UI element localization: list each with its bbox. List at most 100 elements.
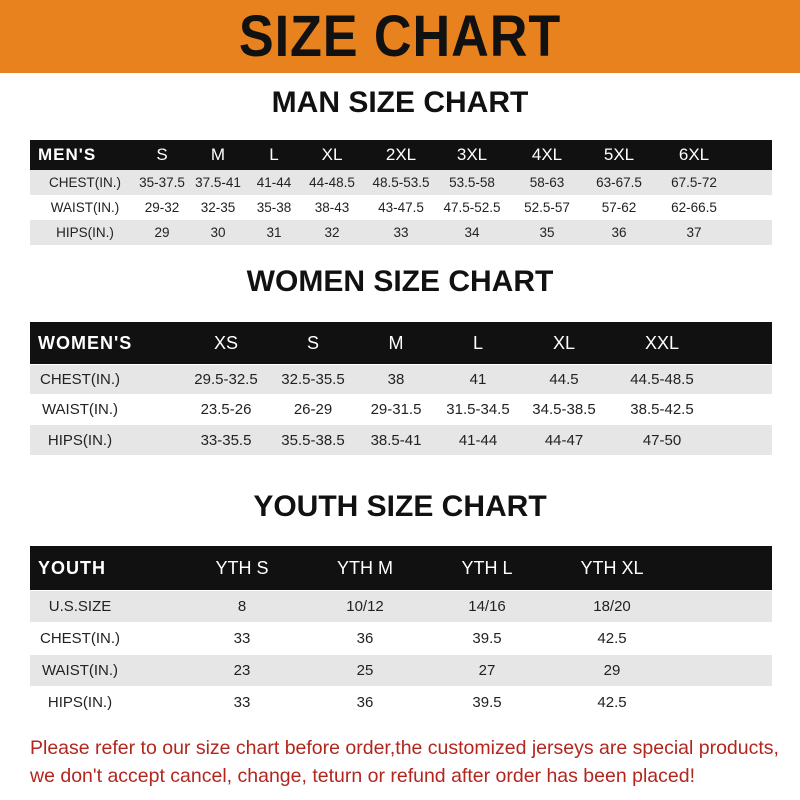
table-cell: YTH L bbox=[461, 557, 513, 578]
table-cell: 32.5-35.5 bbox=[281, 371, 345, 388]
table-cell: 31 bbox=[266, 225, 282, 240]
table-cell: 44-47 bbox=[544, 431, 584, 449]
row-label: WOMEN'S bbox=[38, 332, 133, 353]
table-cell: 10/12 bbox=[346, 598, 384, 615]
table-cell: 47-50 bbox=[642, 431, 682, 449]
table-row: U.S.SIZE 8 10/12 14/16 18/20 bbox=[30, 591, 772, 622]
table-cell: S bbox=[306, 332, 320, 353]
row-label: HIPS(IN.) bbox=[56, 225, 114, 240]
table-cell: 41-44 bbox=[458, 431, 498, 449]
women-size-table: WOMEN'S XS S M L XL XXL CHEST(IN.) 29.5-32.5 32.5… bbox=[30, 322, 772, 456]
row-label: CHEST(IN.) bbox=[40, 371, 120, 388]
table-cell: 47.5-52.5 bbox=[443, 200, 501, 215]
table-cell: M bbox=[210, 145, 226, 164]
row-label: YOUTH bbox=[38, 557, 106, 578]
table-cell: 29-31.5 bbox=[370, 401, 422, 418]
table-cell: 52.5-57 bbox=[524, 200, 570, 215]
table-cell: 58-63 bbox=[529, 175, 565, 190]
row-label: WAIST(IN.) bbox=[41, 401, 119, 418]
table-cell: 34.5-38.5 bbox=[532, 401, 596, 418]
table-row: WAIST(IN.) 29-32 32-35 35-38 38-43 43-47.5 47.… bbox=[30, 195, 772, 220]
row-label: U.S.SIZE bbox=[48, 598, 112, 615]
table-cell: 44.5-48.5 bbox=[630, 371, 694, 388]
table-cell: 2XL bbox=[385, 145, 417, 164]
youth-size-table: YOUTH YTH S YTH M YTH L YTH XL U.S.SIZE 8 10/12… bbox=[30, 546, 772, 719]
table-cell: 35.5-38.5 bbox=[281, 431, 345, 449]
table-cell: 53.5-58 bbox=[449, 175, 495, 190]
table-cell: 37.5-41 bbox=[195, 175, 241, 190]
table-cell: 38.5-41 bbox=[370, 431, 422, 449]
men-size-table: MEN'S S M L XL 2XL 3XL 4XL 5XL 6XL CHEST(IN.) 35-37… bbox=[30, 140, 772, 245]
table-cell: 39.5 bbox=[472, 630, 502, 647]
row-label: WAIST(IN.) bbox=[50, 200, 120, 215]
page-title: SIZE CHART bbox=[238, 4, 562, 69]
row-label: MEN'S bbox=[38, 145, 97, 164]
table-cell: 26-29 bbox=[293, 401, 333, 418]
table-cell: 32 bbox=[324, 225, 340, 240]
table-cell: 57-62 bbox=[601, 200, 637, 215]
table-cell: 25 bbox=[356, 662, 374, 679]
table-cell: 31.5-34.5 bbox=[446, 401, 510, 418]
table-cell: 5XL bbox=[603, 145, 635, 164]
table-row: HIPS(IN.) 29 30 31 32 33 34 35 36 37 bbox=[30, 220, 772, 245]
table-cell: 42.5 bbox=[597, 630, 627, 647]
table-cell: 36 bbox=[356, 694, 374, 711]
row-label: HIPS(IN.) bbox=[47, 431, 113, 449]
table-cell: 23 bbox=[233, 662, 251, 679]
table-cell: M bbox=[388, 332, 404, 353]
row-label: CHEST(IN.) bbox=[40, 630, 120, 647]
row-label: HIPS(IN.) bbox=[47, 694, 113, 711]
table-cell: 30 bbox=[210, 225, 226, 240]
table-cell: 44.5 bbox=[549, 371, 579, 388]
table-cell: 38.5-42.5 bbox=[630, 401, 694, 418]
table-cell: YTH M bbox=[337, 557, 393, 578]
table-cell: 67.5-72 bbox=[671, 175, 717, 190]
table-cell: 14/16 bbox=[468, 598, 506, 615]
table-cell: 29.5-32.5 bbox=[194, 371, 258, 388]
table-cell: 33-35.5 bbox=[200, 431, 252, 449]
table-cell: 42.5 bbox=[597, 694, 627, 711]
table-cell: 33 bbox=[393, 225, 409, 240]
order-note-line-2: we don't accept cancel, change, teturn o… bbox=[30, 765, 695, 787]
table-cell: 38-43 bbox=[314, 200, 350, 215]
table-cell: 38 bbox=[387, 371, 405, 388]
table-cell: 39.5 bbox=[472, 694, 502, 711]
table-row: CHEST(IN.) 33 36 39.5 42.5 bbox=[30, 623, 772, 654]
table-cell: L bbox=[269, 145, 279, 164]
table-row: WAIST(IN.) 23.5-26 26-29 29-31.5 31.5-34.5 34… bbox=[30, 395, 772, 424]
row-label: CHEST(IN.) bbox=[49, 175, 121, 190]
table-row: HIPS(IN.) 33 36 39.5 42.5 bbox=[30, 687, 772, 718]
table-row: CHEST(IN.) 35-37.5 37.5-41 41-44 44-48.5 48.5… bbox=[30, 170, 772, 195]
table-cell: 48.5-53.5 bbox=[372, 175, 430, 190]
table-cell: S bbox=[156, 145, 168, 164]
table-cell: 62-66.5 bbox=[671, 200, 717, 215]
table-row: CHEST(IN.) 29.5-32.5 32.5-35.5 38 41 44.5 44.5… bbox=[30, 365, 772, 394]
table-cell: 35-38 bbox=[256, 200, 292, 215]
table-cell: L bbox=[472, 332, 484, 353]
table-cell: 29-32 bbox=[144, 200, 180, 215]
table-cell: 33 bbox=[233, 694, 251, 711]
table-cell: 29 bbox=[154, 225, 170, 240]
table-cell: 6XL bbox=[678, 145, 710, 164]
table-cell: 23.5-26 bbox=[200, 401, 252, 418]
table-row: HIPS(IN.) 33-35.5 35.5-38.5 38.5-41 41-44 44-… bbox=[30, 425, 772, 455]
table-cell: 35 bbox=[539, 225, 555, 240]
table-cell: 36 bbox=[356, 630, 374, 647]
table-cell: 41 bbox=[469, 371, 487, 388]
row-label: WAIST(IN.) bbox=[41, 662, 119, 679]
women-section-title: WOMEN SIZE CHART bbox=[246, 265, 554, 298]
table-cell: YTH S bbox=[215, 557, 269, 578]
table-cell: 63-67.5 bbox=[596, 175, 642, 190]
table-cell: 32-35 bbox=[200, 200, 236, 215]
table-cell: 29 bbox=[603, 662, 621, 679]
table-row: WAIST(IN.) 23 25 27 29 bbox=[30, 655, 772, 686]
table-header-row: WOMEN'S XS S M L XL XXL bbox=[30, 322, 772, 364]
table-cell: 3XL bbox=[456, 145, 488, 164]
table-cell: XS bbox=[213, 332, 239, 353]
table-cell: 27 bbox=[478, 662, 496, 679]
table-cell: 18/20 bbox=[593, 598, 631, 615]
table-header-row: MEN'S S M L XL 2XL 3XL 4XL 5XL 6XL bbox=[30, 140, 772, 170]
title-banner: SIZE CHART bbox=[0, 0, 800, 73]
table-header-row: YOUTH YTH S YTH M YTH L YTH XL bbox=[30, 546, 772, 590]
youth-section-title: YOUTH SIZE CHART bbox=[253, 490, 547, 523]
